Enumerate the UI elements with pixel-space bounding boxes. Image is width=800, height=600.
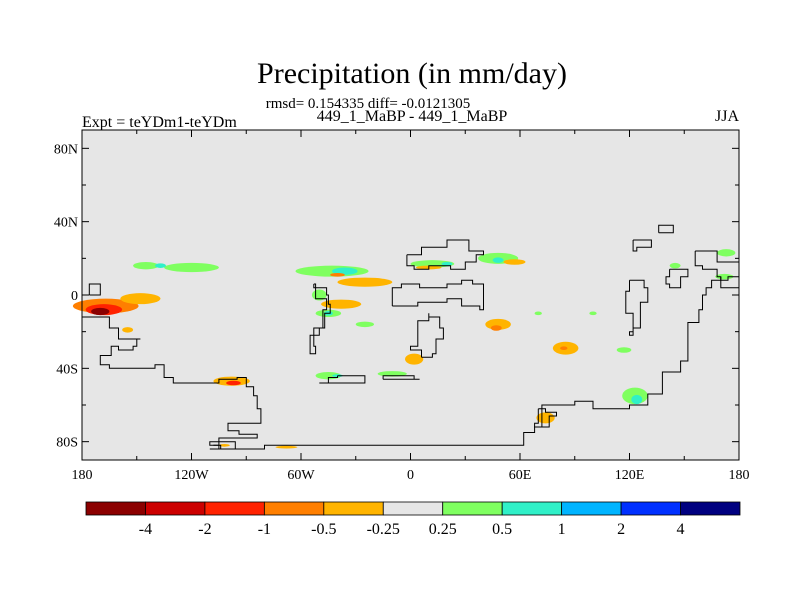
anomaly-region [717, 249, 736, 257]
chart-subtitle: 449_1_MaBP - 449_1_MaBP [317, 108, 508, 125]
coastline-segment [694, 250, 740, 281]
colorbar-label: 2 [617, 521, 625, 538]
anomaly-region [133, 262, 159, 270]
y-tick-label: 0 [71, 289, 78, 304]
coastline-segment [309, 283, 331, 355]
x-tick-label: 60W [287, 468, 315, 483]
y-tick-label: 80S [56, 436, 78, 451]
y-tick-label: 80N [54, 142, 78, 157]
anomaly-region [164, 262, 219, 273]
coastline-segment [632, 239, 652, 252]
colorbar-swatch [145, 501, 206, 516]
colorbar-swatch [620, 501, 681, 516]
map-background [82, 130, 739, 460]
x-tick-label: 180 [729, 468, 750, 483]
anomaly-region [226, 380, 241, 386]
coastline-segment [625, 279, 649, 336]
colorbar-swatch [501, 501, 563, 516]
colorbar-label: 0.5 [492, 521, 512, 538]
x-tick-label: 180 [72, 468, 93, 483]
anomaly-region [441, 262, 453, 266]
colorbar-swatch [382, 501, 444, 516]
anomaly-region [330, 273, 345, 277]
anomaly-region [122, 327, 134, 333]
colorbar-swatch [680, 501, 741, 516]
map-plot-area [72, 129, 740, 461]
colorbar-label: -2 [198, 521, 211, 538]
colorbar: -4 -2 -1 -0.5 -0.25 0.25 0.5 1 2 4 [85, 501, 741, 538]
coastline-segment [319, 375, 366, 384]
anomaly-region [337, 277, 393, 287]
colorbar-label: -4 [139, 521, 152, 538]
anomaly-region [715, 273, 734, 280]
anomaly-region [669, 262, 681, 269]
coastline-segment [406, 239, 484, 270]
anomaly-region [490, 325, 502, 331]
coastline-segment [410, 313, 444, 358]
anomaly-region [321, 299, 362, 309]
anomaly-region [536, 412, 555, 424]
colorbar-swatch [323, 501, 384, 516]
colorbar-swatch [204, 501, 265, 516]
colorbar-swatch [561, 501, 622, 516]
experiment-label: Expt = teYDm1-teYDm [82, 114, 237, 131]
coastline-segment [382, 375, 420, 380]
coastline-segment [534, 408, 557, 428]
anomaly-region [492, 257, 504, 263]
colorbar-swatch [85, 501, 146, 516]
anomaly-region [275, 445, 298, 449]
coastline-segment [82, 276, 740, 450]
anomaly-region [120, 293, 161, 305]
y-tick-label: 40N [54, 216, 78, 231]
colorbar-swatch [442, 501, 503, 516]
anomaly-region [218, 443, 230, 447]
chart-stats: rmsd= 0.154335 diff= -0.0121305 [266, 96, 471, 112]
anomaly-region [631, 394, 643, 405]
anomaly-region [616, 347, 632, 353]
chart-title: Precipitation (in mm/day) [257, 57, 567, 90]
anomaly-region [560, 346, 568, 350]
anomaly-region [534, 311, 542, 316]
colorbar-label: -0.5 [311, 521, 336, 538]
colorbar-label: 0.25 [429, 521, 457, 538]
coastline-segment [88, 283, 101, 296]
x-tick-label: 120W [174, 468, 209, 483]
y-tick-label: 40S [56, 362, 78, 377]
y-axis: 80N 40N 0 40S 80S [54, 142, 739, 451]
anomaly-region [91, 307, 110, 316]
season-label: JJA [715, 108, 739, 125]
colorbar-label: 1 [558, 521, 566, 538]
anomaly-region [332, 267, 358, 275]
anomaly-region [405, 353, 424, 365]
anomaly-region [355, 321, 374, 328]
x-tick-label: 120E [615, 468, 645, 483]
anomaly-region [155, 263, 166, 268]
coastline-segment [658, 224, 674, 234]
colorbar-swatch [263, 501, 325, 516]
colorbar-label: -0.25 [367, 521, 400, 538]
x-tick-label: 0 [407, 468, 414, 483]
colorbar-label: 4 [677, 521, 685, 538]
x-axis: 180 120W 60W 0 60E 120E 180 [72, 130, 750, 483]
coastline-segment [665, 268, 689, 289]
coastline-segment [209, 441, 236, 450]
x-tick-label: 60E [509, 468, 532, 483]
colorbar-label: -1 [258, 521, 271, 538]
coastline-segment [391, 279, 484, 311]
anomaly-region [503, 259, 526, 265]
anomaly-region [589, 311, 597, 316]
coastlines [82, 224, 740, 450]
